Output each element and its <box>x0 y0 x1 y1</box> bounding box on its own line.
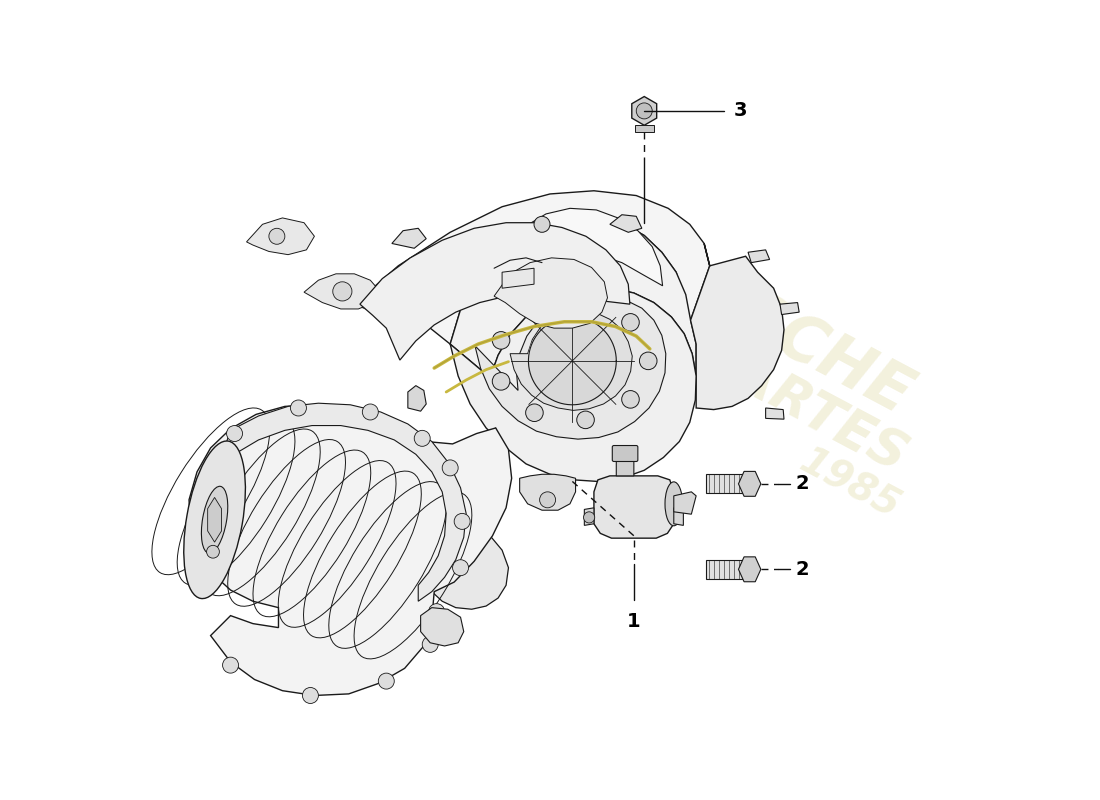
Polygon shape <box>392 228 426 248</box>
Circle shape <box>207 546 219 558</box>
Polygon shape <box>246 218 315 254</box>
Circle shape <box>583 512 595 523</box>
Polygon shape <box>432 428 508 610</box>
Polygon shape <box>354 190 710 344</box>
Polygon shape <box>738 557 761 582</box>
Circle shape <box>636 103 652 119</box>
Circle shape <box>540 492 556 508</box>
Polygon shape <box>674 492 696 514</box>
Circle shape <box>362 404 378 420</box>
Polygon shape <box>609 214 641 232</box>
Circle shape <box>415 430 430 446</box>
Polygon shape <box>635 126 653 132</box>
Polygon shape <box>450 288 696 482</box>
Circle shape <box>576 411 594 429</box>
Polygon shape <box>631 97 657 126</box>
Circle shape <box>227 426 242 442</box>
Polygon shape <box>674 508 683 526</box>
Polygon shape <box>208 498 221 542</box>
Polygon shape <box>706 474 747 494</box>
Polygon shape <box>780 302 800 314</box>
Polygon shape <box>519 474 575 510</box>
Ellipse shape <box>184 441 245 598</box>
Text: 2: 2 <box>795 560 808 579</box>
Circle shape <box>333 282 352 301</box>
Polygon shape <box>616 458 634 476</box>
Polygon shape <box>584 508 594 526</box>
Text: 2: 2 <box>795 474 808 494</box>
Polygon shape <box>475 296 666 439</box>
Polygon shape <box>594 476 674 538</box>
Text: 3: 3 <box>734 102 747 121</box>
Polygon shape <box>502 268 534 288</box>
Circle shape <box>576 293 594 310</box>
Polygon shape <box>498 208 662 286</box>
Circle shape <box>526 300 543 318</box>
Circle shape <box>422 636 438 652</box>
Circle shape <box>290 400 307 416</box>
Circle shape <box>526 404 543 422</box>
Circle shape <box>534 216 550 232</box>
Polygon shape <box>494 258 607 328</box>
Polygon shape <box>189 405 512 695</box>
Polygon shape <box>450 212 696 378</box>
Circle shape <box>222 657 239 673</box>
Circle shape <box>639 352 657 370</box>
Circle shape <box>442 460 459 476</box>
Circle shape <box>302 687 318 703</box>
Polygon shape <box>360 222 630 360</box>
Circle shape <box>378 673 394 689</box>
Text: 1: 1 <box>627 612 640 630</box>
Text: PARTES: PARTES <box>695 333 916 483</box>
Circle shape <box>268 228 285 244</box>
Text: PORSCHE: PORSCHE <box>593 213 923 427</box>
Polygon shape <box>304 274 381 309</box>
Ellipse shape <box>201 486 228 554</box>
Polygon shape <box>766 408 784 419</box>
Polygon shape <box>408 386 426 411</box>
Text: 1985: 1985 <box>793 442 906 526</box>
Polygon shape <box>420 608 464 646</box>
Circle shape <box>621 390 639 408</box>
Ellipse shape <box>666 482 683 526</box>
Polygon shape <box>738 471 761 496</box>
Polygon shape <box>748 250 770 262</box>
Polygon shape <box>691 243 784 410</box>
FancyBboxPatch shape <box>613 446 638 462</box>
Polygon shape <box>510 310 632 410</box>
Circle shape <box>452 560 469 576</box>
Circle shape <box>493 331 510 349</box>
Circle shape <box>493 373 510 390</box>
Circle shape <box>454 514 470 530</box>
Polygon shape <box>210 403 466 602</box>
Polygon shape <box>706 560 747 579</box>
Polygon shape <box>528 317 616 405</box>
Circle shape <box>429 604 444 620</box>
Circle shape <box>621 314 639 331</box>
